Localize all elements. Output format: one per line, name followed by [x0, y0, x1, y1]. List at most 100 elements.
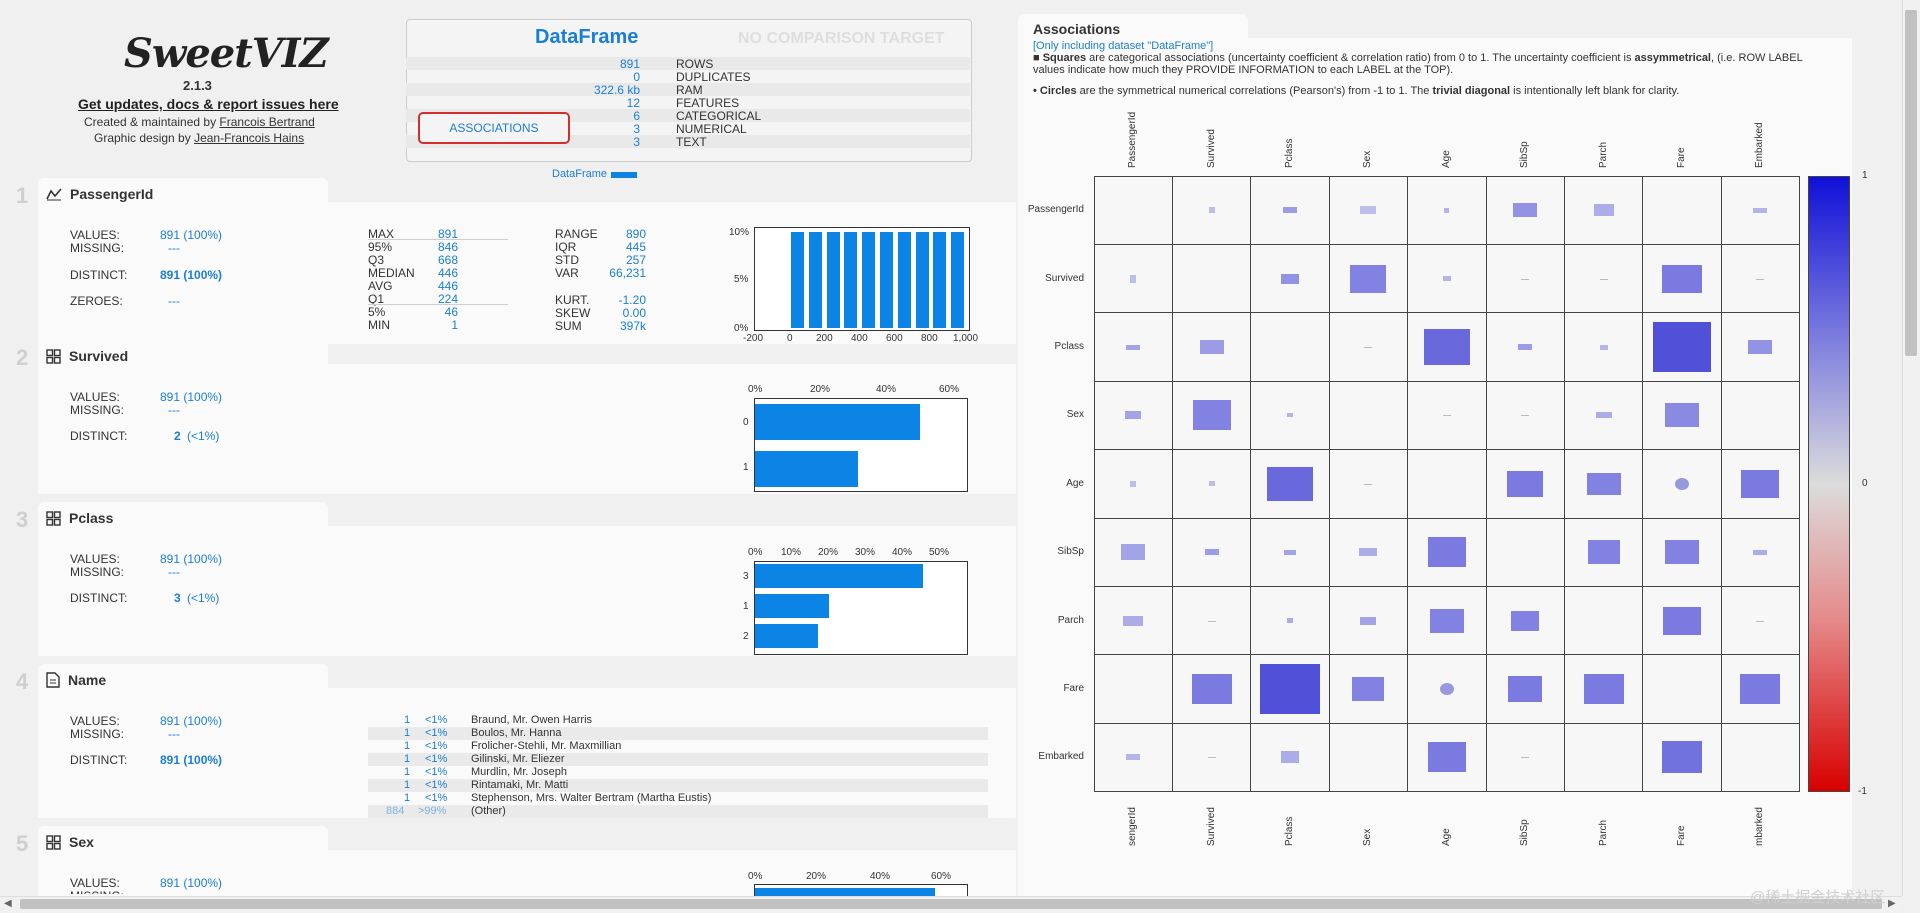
histogram-bar — [915, 232, 929, 328]
stat-value: 446 — [437, 266, 458, 280]
values-value: 891 (100%) — [160, 228, 223, 242]
scroll-right-arrow-icon[interactable]: ▶ — [1888, 898, 1896, 909]
matrix-row-label: Fare — [1063, 683, 1084, 694]
feature-number: 3 — [16, 507, 29, 532]
vertical-scrollbar-thumb[interactable] — [1905, 10, 1917, 356]
text-value: Frolicher-Stehli, Mr. Maxmillian — [471, 740, 622, 752]
stat-value: 0.00 — [622, 306, 646, 320]
matrix-cell — [1094, 518, 1173, 587]
text-value-row: 1 <1% Murdlin, Mr. Joseph — [368, 766, 988, 779]
matrix-cell — [1486, 244, 1565, 314]
association-square — [1427, 537, 1466, 568]
count: 1 — [404, 792, 411, 804]
design-prefix: Graphic design by — [94, 131, 195, 145]
association-square — [1208, 481, 1215, 487]
missing-value: --- — [168, 241, 180, 255]
values-label: VALUES: — [70, 390, 120, 404]
distinct-label: DISTINCT: — [70, 429, 128, 443]
matrix-cell — [1564, 449, 1644, 519]
matrix-cell — [1721, 176, 1801, 245]
distinct-value: 2 — [174, 429, 181, 443]
missing-label: MISSING: — [70, 241, 125, 255]
matrix-column-label: SibSp — [1519, 141, 1531, 168]
matrix-cell — [1642, 654, 1722, 724]
matrix-cell — [1564, 586, 1644, 656]
stat-value: 668 — [437, 253, 458, 267]
association-square — [1586, 472, 1621, 495]
associations-button[interactable]: ASSOCIATIONS — [418, 112, 570, 144]
values-label: VALUES: — [70, 552, 120, 566]
distinct-value: 891 (100%) — [160, 268, 223, 282]
matrix-cell — [1721, 312, 1801, 382]
matrix-cell — [1721, 449, 1801, 519]
feature-title[interactable]: Sex — [46, 834, 94, 850]
bar — [755, 451, 858, 487]
stat-label: RANGE — [555, 227, 598, 241]
null-mark — [1521, 757, 1530, 759]
matrix-cell — [1250, 312, 1330, 382]
percent: <1% — [425, 727, 448, 739]
histogram-bar — [897, 232, 911, 328]
created-by: Created & maintained by Francois Bertran… — [84, 115, 315, 129]
values-value: 891 (100%) — [160, 876, 223, 890]
x-tick: 20% — [818, 547, 839, 558]
matrix-cell — [1486, 518, 1565, 587]
percent: <1% — [425, 753, 448, 765]
association-square — [1360, 616, 1377, 625]
x-tick: 10% — [781, 547, 802, 558]
matrix-column-label: Age — [1440, 150, 1452, 168]
text-value-row: 1 <1% Rintamaki, Mr. Matti — [368, 779, 988, 792]
missing-label: MISSING: — [70, 565, 125, 579]
stat-label: VAR — [555, 266, 579, 280]
x-tick: 400 — [851, 333, 868, 344]
association-square — [1260, 664, 1320, 714]
matrix-cell — [1564, 518, 1644, 587]
feature-title[interactable]: Name — [46, 672, 106, 688]
circles-text: are the symmetrical numerical correlatio… — [1076, 85, 1433, 97]
stat-value: 257 — [625, 253, 646, 267]
matrix-row-label: Age — [1066, 477, 1084, 489]
association-square — [1599, 344, 1608, 350]
matrix-cell — [1642, 312, 1722, 382]
stat-value: 66,231 — [609, 266, 646, 280]
horizontal-scrollbar-thumb[interactable] — [20, 899, 1882, 909]
stat-label: IQR — [555, 240, 577, 254]
matrix-cell — [1329, 244, 1409, 314]
matrix-cell — [1642, 449, 1722, 519]
matrix-cell — [1250, 449, 1330, 519]
stat-label: AVG — [368, 279, 393, 293]
feature-title[interactable]: PassengerId — [46, 186, 153, 202]
matrix-cell — [1250, 381, 1330, 451]
histogram-bar — [951, 232, 965, 328]
count: 1 — [404, 753, 411, 765]
values-label: VALUES: — [70, 714, 120, 728]
values-value: 891 (100%) — [160, 390, 223, 404]
design-author-link[interactable]: Jean-Francois Hains — [194, 131, 305, 145]
updates-link[interactable]: Get updates, docs & report issues here — [78, 96, 339, 112]
matrix-cell — [1329, 723, 1409, 793]
matrix-cell — [1642, 244, 1722, 314]
distinct-label: DISTINCT: — [70, 591, 128, 605]
created-author-link[interactable]: Francois Bertrand — [219, 115, 315, 129]
scale-mid: 0 — [1862, 478, 1868, 489]
matrix-cell — [1564, 244, 1644, 314]
associations-note-squares: ■ Squares are categorical associations (… — [1033, 52, 1813, 76]
association-square — [1429, 608, 1464, 633]
matrix-cell — [1172, 654, 1252, 724]
version-label: 2.1.3 — [183, 78, 212, 93]
association-square — [1665, 403, 1699, 428]
matrix-cell — [1329, 586, 1409, 656]
association-square — [1204, 549, 1219, 556]
matrix-cell — [1172, 518, 1252, 587]
matrix-bottom-label: sengerId — [1127, 807, 1139, 846]
matrix-cell — [1564, 176, 1644, 245]
feature-title[interactable]: Survived — [46, 348, 128, 364]
feature-title[interactable]: Pclass — [46, 510, 113, 526]
matrix-cell — [1172, 449, 1252, 519]
category-label: 3 — [743, 571, 749, 582]
x-tick: 40% — [892, 547, 913, 558]
text-value-row: 1 <1% Stephenson, Mrs. Walter Bertram (M… — [368, 792, 988, 805]
text-value-row: 1 <1% Gilinski, Mr. Eliezer — [368, 753, 988, 766]
scroll-left-arrow-icon[interactable]: ◀ — [4, 898, 12, 909]
matrix-cell — [1486, 312, 1565, 382]
